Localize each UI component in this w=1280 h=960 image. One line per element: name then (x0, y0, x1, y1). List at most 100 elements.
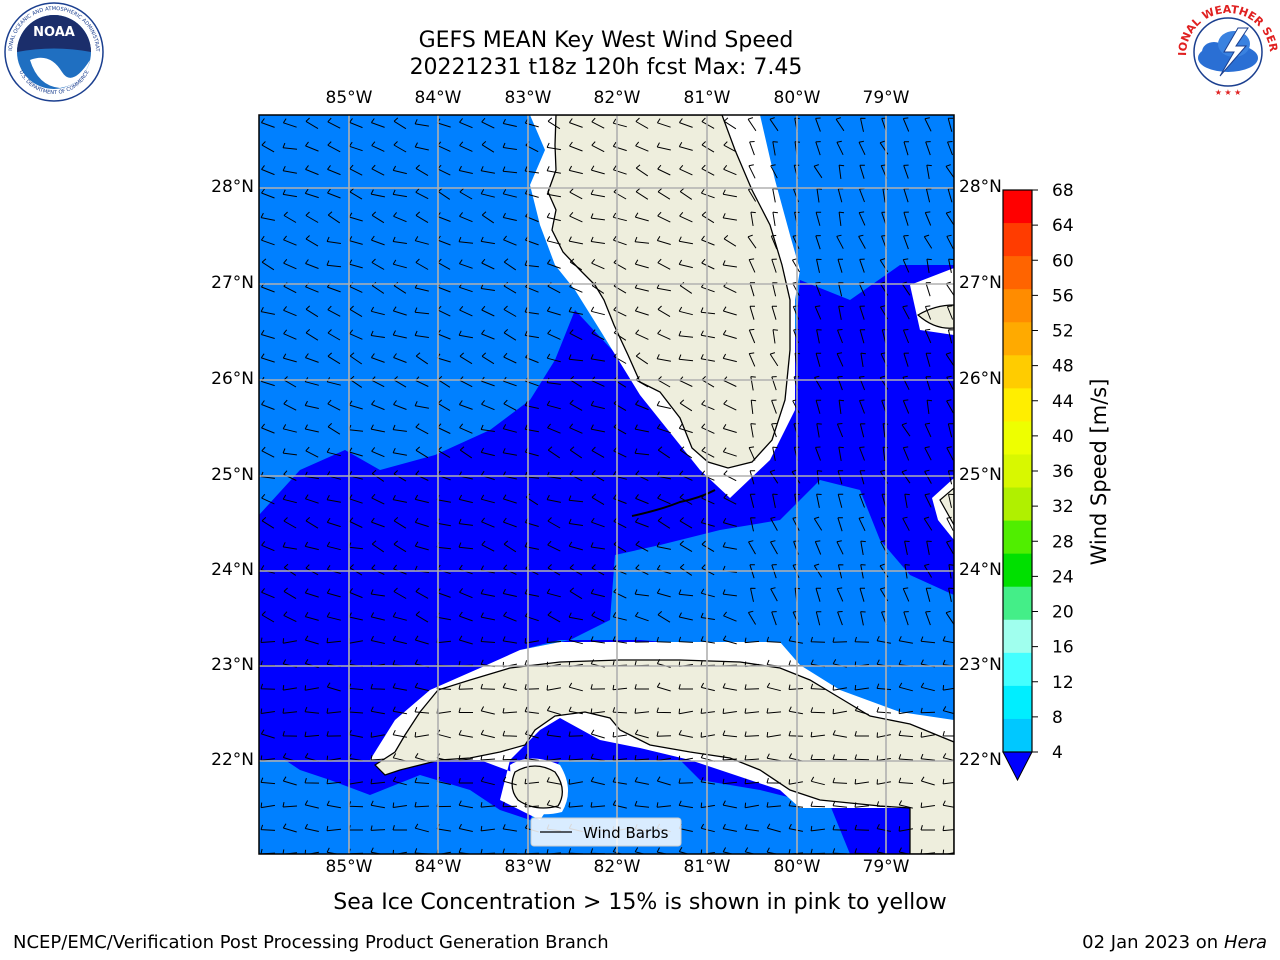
wind-barb (898, 826, 913, 832)
wind-barb (569, 258, 583, 271)
wind-barb (612, 777, 627, 785)
wind-barb (815, 141, 821, 156)
wind-barb (591, 329, 605, 341)
wind-barb (750, 423, 756, 438)
wind-barb (458, 729, 473, 738)
wind-barb (904, 493, 910, 508)
wind-barb (678, 142, 693, 151)
lon-tick-top: 80°W (773, 88, 821, 108)
wind-barb (810, 801, 826, 808)
wind-barb (502, 212, 517, 221)
wind-barb (480, 755, 496, 761)
wind-barb (813, 516, 823, 531)
wind-barb (744, 778, 760, 785)
wind-barb (546, 685, 561, 691)
wind-barb (480, 802, 496, 808)
wind-barb (260, 329, 275, 339)
wind-barb (902, 117, 910, 132)
wind-barb (547, 117, 561, 130)
wind-barb (634, 708, 650, 714)
wind-barb (837, 376, 843, 391)
wind-barb (371, 164, 385, 176)
wind-barb (502, 776, 517, 786)
colorbar-segment (1003, 223, 1032, 257)
colorbar-segment (1003, 652, 1032, 687)
wind-barb (414, 732, 429, 738)
wind-barb (370, 825, 386, 831)
wind-barb (678, 354, 694, 362)
wind-barb (814, 540, 822, 555)
wind-barb (459, 588, 473, 599)
wind-barb (679, 517, 693, 529)
wind-barb (837, 470, 844, 485)
wind-barb (370, 517, 385, 528)
wind-barb (261, 165, 275, 176)
wind-barb (836, 587, 844, 602)
wind-barb (770, 516, 778, 531)
wind-barb (634, 306, 649, 316)
wind-barb (393, 141, 407, 153)
wind-barb (305, 329, 319, 341)
wind-barb (326, 800, 341, 809)
wind-barb (282, 142, 298, 150)
wind-barb (788, 635, 803, 644)
wind-barb (744, 755, 760, 761)
wind-barb (612, 235, 627, 246)
wind-barb (502, 708, 518, 714)
wind-barb (480, 612, 495, 621)
colorbar-tick-label: 56 (1052, 286, 1074, 306)
wind-barb (327, 352, 341, 365)
wind-barb (876, 755, 891, 761)
wind-barb (260, 729, 275, 739)
wind-barb (904, 540, 910, 555)
wind-barb (815, 611, 822, 626)
wind-barb (546, 637, 562, 643)
wind-barb (748, 352, 756, 367)
wind-barb (261, 493, 275, 505)
wind-barb (370, 778, 386, 785)
wind-barb (370, 612, 385, 621)
wind-barb (901, 469, 911, 484)
wind-barb (282, 118, 297, 128)
wind-barb (788, 801, 804, 808)
wind-barb (942, 685, 954, 691)
wind-barb (304, 588, 319, 598)
wind-barb (925, 611, 931, 626)
wind-barb (503, 235, 517, 246)
wind-barb (810, 825, 825, 832)
wind-barb (678, 118, 693, 128)
wind-barb (349, 118, 363, 129)
colorbar-tick-label: 12 (1052, 673, 1074, 693)
wind-barb (947, 423, 954, 438)
wind-barb (678, 330, 694, 338)
wind-barb (903, 141, 910, 156)
wind-barb (305, 259, 319, 269)
wind-barb (591, 446, 605, 458)
wind-barb (305, 517, 319, 529)
wind-barb (371, 400, 385, 411)
wind-barb (832, 824, 848, 831)
wind-barb (415, 258, 429, 270)
wind-barb (723, 235, 737, 247)
wind-barb (371, 469, 385, 482)
wind-barb (723, 611, 737, 622)
colorbar: 68 64 60 56 52 48 44 40 36 32 28 24 20 16 12 8 4 (1002, 181, 1074, 782)
wind-barb (766, 682, 781, 692)
wind-barb (859, 329, 866, 344)
wind-barb (393, 540, 407, 553)
wind-barb (304, 400, 319, 409)
wind-barb (749, 493, 756, 508)
wind-barb (260, 212, 275, 221)
wind-barb (926, 164, 932, 179)
lat-tick-right: 24°N (959, 560, 1002, 580)
wind-barb (770, 234, 778, 250)
wind-barb (547, 517, 561, 529)
wind-barb (635, 517, 649, 528)
wind-barb (480, 683, 496, 690)
wind-barb (480, 447, 495, 457)
wind-barb (701, 164, 715, 176)
wind-barb (326, 517, 341, 528)
wind-barb (942, 730, 954, 737)
wind-barb (722, 730, 738, 738)
wind-barb (591, 141, 605, 153)
